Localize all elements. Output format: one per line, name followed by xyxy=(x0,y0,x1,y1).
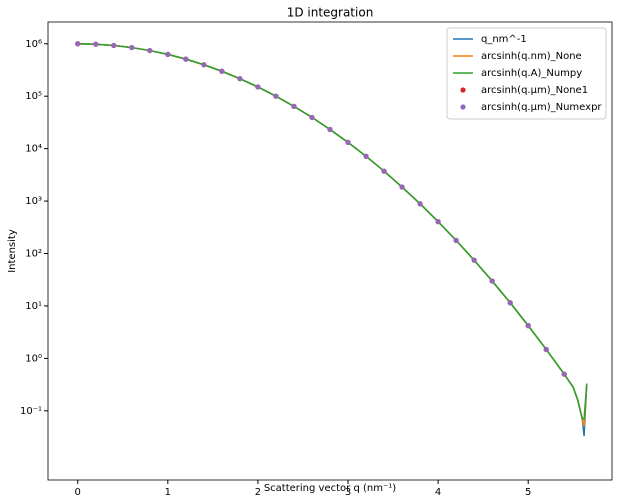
series-point xyxy=(111,42,117,49)
series-point xyxy=(291,103,297,109)
series-point xyxy=(273,93,279,99)
series-point xyxy=(453,237,459,243)
chart-title: 1D integration xyxy=(287,6,374,20)
y-axis-label: Intensity xyxy=(7,229,18,273)
y-tick-label: 10⁻¹ xyxy=(20,406,42,417)
legend-swatch xyxy=(460,87,466,93)
series-point xyxy=(201,62,207,68)
series-point xyxy=(255,84,261,90)
series-point xyxy=(525,323,531,329)
y-tick-label: 10² xyxy=(25,249,42,260)
legend-label: q_nm^-1 xyxy=(481,34,527,45)
series-point xyxy=(543,346,549,353)
series-point xyxy=(399,184,405,190)
plot-frame xyxy=(47,21,613,481)
x-tick-label: 5 xyxy=(525,487,531,498)
series-point xyxy=(435,219,441,225)
legend-swatch xyxy=(460,104,466,110)
y-tick-label: 10¹ xyxy=(25,301,42,312)
x-axis-label: Scattering vector q (nm⁻¹) xyxy=(264,483,396,494)
x-tick-label: 0 xyxy=(75,487,81,498)
series-point xyxy=(489,278,495,284)
y-tick-label: 10³ xyxy=(25,196,42,207)
series-point xyxy=(561,371,567,377)
series-point xyxy=(237,76,243,82)
series-point xyxy=(147,47,153,54)
y-tick-label: 10⁰ xyxy=(25,353,42,364)
series-point xyxy=(219,68,225,74)
series-point xyxy=(309,114,315,121)
x-tick-label: 1 xyxy=(165,487,171,498)
x-tick-label: 3 xyxy=(345,487,351,498)
legend-box xyxy=(446,27,607,120)
x-tick-label: 4 xyxy=(435,487,441,498)
series-point xyxy=(327,126,333,133)
series-point xyxy=(345,139,351,146)
series-point xyxy=(129,44,135,51)
series-point xyxy=(183,56,189,62)
series-point xyxy=(471,257,477,263)
legend-label: arcsinh(q.nm)_None xyxy=(481,51,582,62)
x-tick-label: 2 xyxy=(255,487,261,498)
series-point xyxy=(507,300,513,306)
series-point xyxy=(417,201,423,207)
legend-label: arcsinh(q.µm)_Numexpr xyxy=(481,102,602,113)
series-point xyxy=(165,51,171,57)
series-point xyxy=(93,41,99,47)
legend-label: arcsinh(q.µm)_None1 xyxy=(481,85,588,96)
y-tick-label: 10⁴ xyxy=(25,144,42,155)
series-point xyxy=(363,153,369,159)
y-tick-label: 10⁵ xyxy=(25,91,42,102)
legend-label: arcsinh(q.A)_Numpy xyxy=(481,68,582,79)
series-point xyxy=(75,41,81,47)
series-point xyxy=(381,168,387,174)
y-tick-label: 10⁶ xyxy=(25,39,42,50)
